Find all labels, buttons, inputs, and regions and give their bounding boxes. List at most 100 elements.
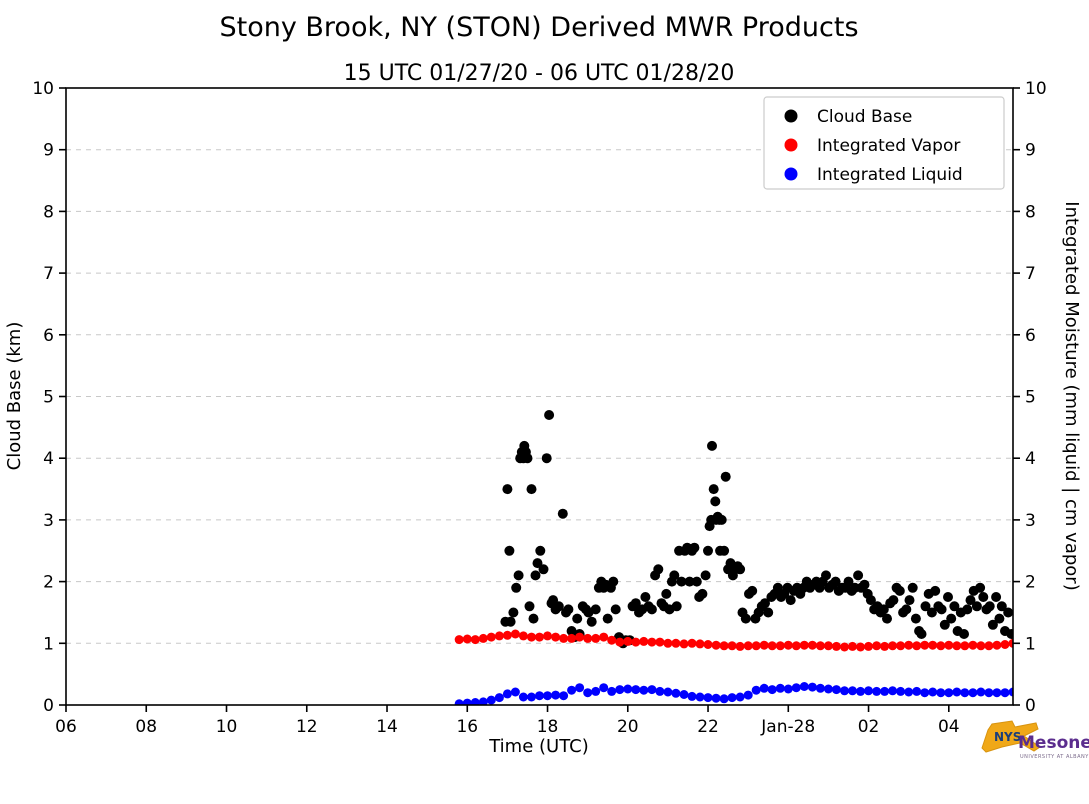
data-point xyxy=(504,545,515,556)
data-point xyxy=(920,601,931,612)
data-point xyxy=(763,607,774,618)
data-point xyxy=(502,630,512,640)
data-point xyxy=(880,641,890,651)
left-y-tick-label: 5 xyxy=(43,388,54,408)
data-point xyxy=(783,640,793,650)
right-y-tick-label: 4 xyxy=(1025,449,1036,469)
data-point xyxy=(943,592,953,602)
data-point xyxy=(984,641,994,651)
data-point xyxy=(785,595,796,606)
data-point xyxy=(663,638,673,648)
data-point xyxy=(470,635,480,645)
data-point xyxy=(882,613,892,624)
x-tick-label: 16 xyxy=(456,717,478,737)
data-point xyxy=(1000,640,1010,649)
data-point xyxy=(646,604,657,615)
data-point xyxy=(896,641,906,651)
data-point xyxy=(478,697,488,705)
chart-subtitle: 15 UTC 01/27/20 - 06 UTC 01/28/20 xyxy=(344,61,735,86)
left-y-tick-label: 10 xyxy=(32,79,54,99)
data-point xyxy=(743,690,753,700)
data-point xyxy=(864,641,873,651)
data-point xyxy=(904,595,915,606)
data-point xyxy=(502,484,513,495)
data-point xyxy=(470,698,480,705)
data-point xyxy=(926,607,937,618)
data-point xyxy=(799,640,809,650)
data-point xyxy=(695,692,705,702)
x-tick-label: 14 xyxy=(376,717,398,737)
data-point xyxy=(671,638,681,648)
data-point xyxy=(591,686,601,696)
data-point xyxy=(843,576,854,587)
data-point xyxy=(848,686,857,696)
data-point xyxy=(687,638,697,648)
data-point xyxy=(1008,687,1013,697)
right-y-tick-label: 3 xyxy=(1025,511,1036,531)
data-point xyxy=(791,683,801,693)
chart-title: Stony Brook, NY (STON) Derived MWR Produ… xyxy=(219,12,858,43)
data-point xyxy=(486,632,496,642)
legend-label: Cloud Base xyxy=(817,107,912,127)
data-point xyxy=(904,687,914,697)
data-point xyxy=(623,636,633,646)
data-point xyxy=(872,686,882,696)
left-y-tick-label: 0 xyxy=(43,696,54,716)
data-point xyxy=(710,496,721,507)
data-point xyxy=(703,545,713,556)
data-point xyxy=(894,585,905,596)
data-point xyxy=(513,570,524,581)
legend-marker-integrated-liquid xyxy=(784,167,798,181)
data-point xyxy=(1006,629,1013,639)
data-point xyxy=(878,604,889,615)
data-point xyxy=(859,579,870,590)
data-point xyxy=(478,633,488,643)
legend: Cloud Base Integrated Vapor Integrated Liq… xyxy=(763,96,1005,190)
data-point xyxy=(823,684,833,694)
data-point xyxy=(631,637,641,647)
data-point xyxy=(775,641,785,651)
data-point xyxy=(767,685,777,695)
data-point xyxy=(960,641,970,651)
data-point xyxy=(930,585,941,596)
data-point xyxy=(959,629,969,639)
data-point xyxy=(586,616,597,627)
data-point xyxy=(991,592,1002,602)
data-point xyxy=(583,688,593,698)
x-tick-label: 18 xyxy=(537,717,559,737)
data-point xyxy=(711,693,721,703)
data-point xyxy=(775,683,785,693)
data-point xyxy=(454,635,464,645)
data-point xyxy=(590,604,601,615)
data-point xyxy=(952,687,962,697)
data-point xyxy=(567,633,577,643)
data-point xyxy=(647,637,657,647)
x-tick-label: 20 xyxy=(617,717,639,737)
right-y-tick-label: 7 xyxy=(1025,264,1036,284)
data-point xyxy=(992,688,1002,698)
data-point xyxy=(936,641,946,651)
data-point xyxy=(544,410,555,420)
data-point xyxy=(848,641,857,651)
logo-nys-text: NYS xyxy=(994,730,1021,744)
nys-mesonet-logo: NYS Mesonet UNIVERSITY AT ALBANY xyxy=(981,720,1089,760)
data-point xyxy=(901,604,912,615)
data-point xyxy=(607,635,617,645)
data-point xyxy=(653,564,664,575)
data-point xyxy=(910,613,921,624)
data-point xyxy=(751,685,761,695)
data-point xyxy=(807,640,817,650)
data-point xyxy=(541,453,552,464)
left-y-tick-label: 9 xyxy=(43,141,54,161)
data-point xyxy=(615,637,625,647)
data-point xyxy=(830,576,841,587)
x-tick-label: 12 xyxy=(296,717,318,737)
logo-mesonet-text: Mesonet xyxy=(1018,733,1089,753)
right-y-tick-label: 5 xyxy=(1025,388,1036,408)
data-point xyxy=(462,634,472,644)
data-point xyxy=(719,545,730,556)
data-point xyxy=(697,588,708,599)
data-point xyxy=(510,687,520,697)
